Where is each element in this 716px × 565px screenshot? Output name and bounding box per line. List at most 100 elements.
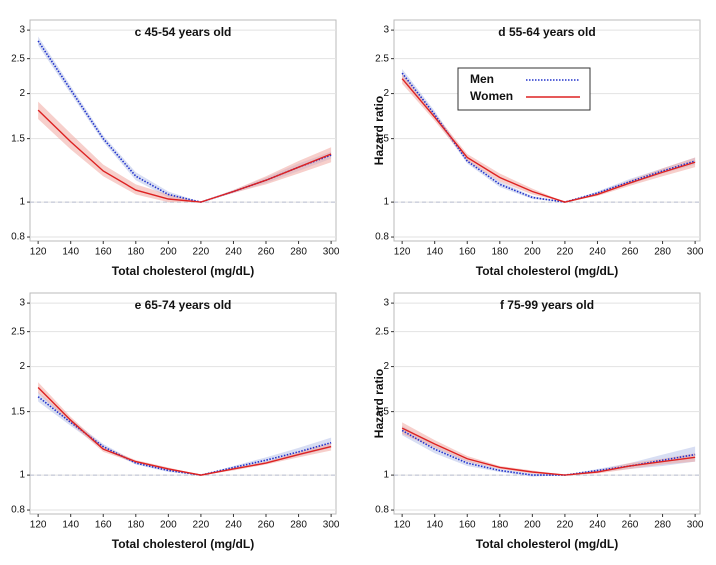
x-tick-label: 120 [30,520,47,531]
y-tick-label: 1 [383,197,389,208]
series-line [37,386,332,476]
x-tick-label: 200 [524,247,541,258]
y-tick-label: 2.5 [11,53,25,64]
y-tick-label: 2 [383,88,389,99]
y-tick-label: 0.8 [375,232,389,243]
x-tick-label: 240 [225,520,242,531]
y-tick-label: 2 [383,361,389,372]
x-tick-label: 140 [426,247,443,258]
series-line [401,78,696,203]
x-tick-label: 160 [459,520,476,531]
x-axis-label: Total cholesterol (mg/dL) [476,537,618,551]
y-tick-label: 0.8 [11,232,25,243]
plot-frame [29,19,337,242]
panel-title: d 55-64 years old [498,25,595,39]
y-tick-label: 3 [19,298,25,309]
x-tick-label: 300 [323,247,340,258]
y-tick-label: 1 [19,197,25,208]
confidence-band [402,422,696,476]
legend-box [457,67,591,111]
panel-title: e 65-74 years old [135,298,232,312]
x-tick-label: 280 [290,247,307,258]
y-tick-label: 3 [383,25,389,36]
x-tick-label: 300 [687,247,704,258]
confidence-band [38,392,332,476]
x-tick-label: 120 [394,520,411,531]
x-tick-label: 120 [394,247,411,258]
x-tick-label: 140 [62,520,79,531]
x-tick-label: 240 [225,247,242,258]
y-axis-label: Hazard ratio [372,369,386,438]
x-tick-label: 300 [687,520,704,531]
y-tick-label: 0.8 [11,505,25,516]
x-tick-label: 180 [491,520,508,531]
x-tick-label: 220 [557,520,574,531]
x-tick-label: 240 [589,247,606,258]
y-tick-label: 0.8 [375,505,389,516]
panel-title: c 45-54 years old [135,25,232,39]
x-tick-label: 140 [426,520,443,531]
y-tick-label: 3 [19,25,25,36]
legend-label: Men [470,72,494,86]
y-tick-label: 2 [19,88,25,99]
x-axis-label: Total cholesterol (mg/dL) [112,264,254,278]
confidence-band [402,69,696,203]
y-tick-label: 2.5 [375,326,389,337]
y-tick-label: 1 [19,470,25,481]
panel-title: f 75-99 years old [500,298,594,312]
panel: 0.8 1 1.5 2 2.5 3 120 140 160 180 200 220 240 260 280 3… [372,19,704,278]
x-tick-label: 180 [491,247,508,258]
x-axis-label: Total cholesterol (mg/dL) [476,264,618,278]
x-tick-label: 240 [589,520,606,531]
x-tick-label: 280 [290,520,307,531]
y-tick-label: 1.5 [11,133,25,144]
x-tick-label: 280 [654,520,671,531]
confidence-band [38,382,332,476]
plot-frame [393,19,701,242]
legend-label: Women [470,89,513,103]
y-axis-label: Hazard ratio [372,96,386,165]
x-tick-label: 160 [95,520,112,531]
y-tick-label: 3 [383,298,389,309]
x-tick-label: 160 [459,247,476,258]
series-line [37,396,332,476]
x-axis-label: Total cholesterol (mg/dL) [112,537,254,551]
x-tick-label: 120 [30,247,47,258]
panel: 0.8 1 1.5 2 2.5 3 120 140 160 180 200 220 240 260 280 3… [372,292,704,551]
x-tick-label: 220 [193,247,210,258]
plot-frame [393,292,701,515]
x-tick-label: 140 [62,247,79,258]
confidence-band [402,425,696,477]
x-tick-label: 260 [622,247,639,258]
x-tick-label: 220 [557,247,574,258]
x-tick-label: 220 [193,520,210,531]
x-tick-label: 180 [127,520,144,531]
panel: 0.8 1 1.5 2 2.5 3 120 140 160 180 200 220 240 260 280 3… [11,292,340,551]
panel: 0.8 1 1.5 2 2.5 3 120 140 160 180 200 220 240 260 280 3… [11,19,340,278]
confidence-band [38,101,332,203]
x-tick-label: 260 [258,520,275,531]
x-tick-label: 180 [127,247,144,258]
y-tick-label: 1 [383,470,389,481]
x-tick-label: 260 [622,520,639,531]
x-tick-label: 260 [258,247,275,258]
x-tick-label: 160 [95,247,112,258]
y-tick-label: 1.5 [11,406,25,417]
x-tick-label: 280 [654,247,671,258]
x-tick-label: 300 [323,520,340,531]
series-line [37,40,332,203]
series-line [401,429,696,476]
y-tick-label: 2 [19,361,25,372]
y-tick-label: 2.5 [11,326,25,337]
series-line [401,427,696,476]
x-tick-label: 200 [160,247,177,258]
y-tick-label: 1.5 [375,133,389,144]
y-tick-label: 2.5 [375,53,389,64]
y-tick-label: 1.5 [375,406,389,417]
plot-frame [29,292,337,515]
x-tick-label: 200 [160,520,177,531]
series-line [37,109,332,203]
x-tick-label: 200 [524,520,541,531]
